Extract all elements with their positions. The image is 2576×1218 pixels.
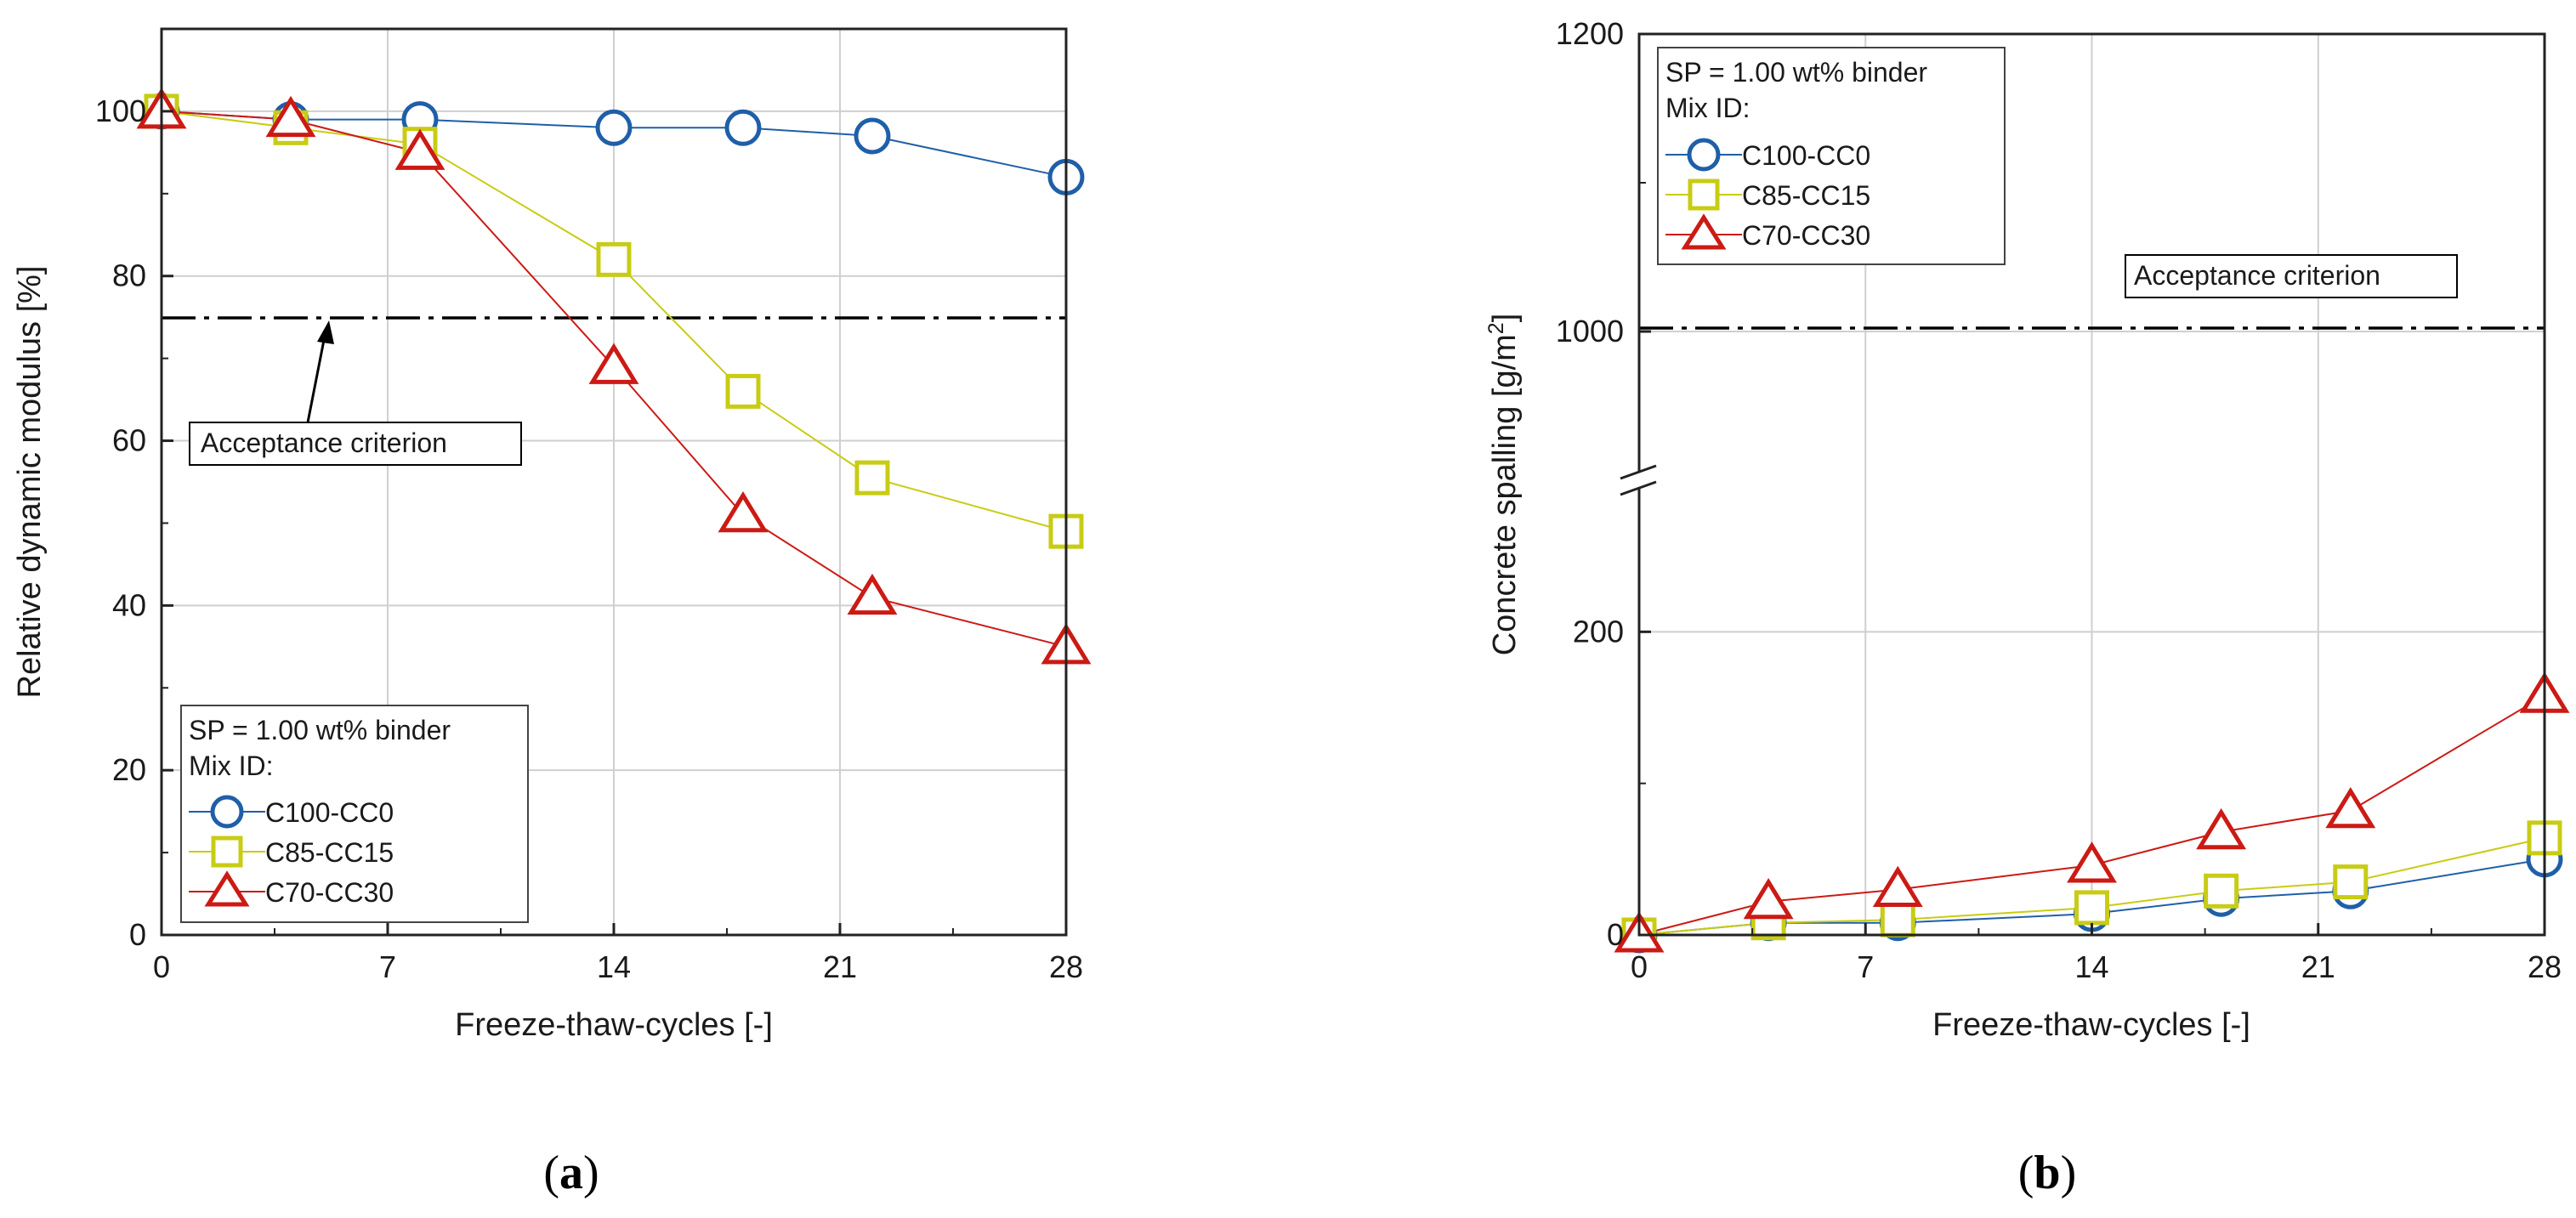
- chart-b-legend-label-1: C100-CC0: [1742, 140, 1870, 171]
- panel-label-a-letter: a: [559, 1147, 583, 1199]
- chart-a-legend-title: SP = 1.00 wt% binder: [189, 715, 451, 745]
- chart-b-legend-label-3: C70-CC30: [1742, 220, 1870, 251]
- chart-b-xtick-label: 21: [2301, 949, 2335, 984]
- chart-a-xtick-label: 7: [379, 949, 396, 984]
- chart-b-point-3-4: [2067, 841, 2117, 883]
- chart-b-point-2-3: [1880, 902, 1915, 938]
- chart-a-ytick-label: 40: [112, 587, 146, 622]
- chart-a-annotation-arrowhead: [317, 320, 334, 344]
- chart-b-ylabel-main: Concrete spalling [g/m: [1487, 334, 1523, 655]
- chart-b-point-2-5: [2204, 873, 2239, 909]
- chart-b: 0 7 14 21 28 0 200 1000 1200 Acceptance criterio…: [1484, 16, 2570, 1043]
- chart-a-xtick-label: 0: [153, 949, 170, 984]
- chart-b-axis-break-mark-1: [1620, 464, 1657, 480]
- chart-a-xtick-label: 21: [823, 949, 857, 984]
- chart-b-ticks: 0 7 14 21 28 0 200 1000 1200: [1556, 16, 2562, 984]
- chart-a-annotation-label: Acceptance criterion: [201, 428, 447, 458]
- chart-a-point-3-6: [847, 573, 898, 615]
- panel-label-b: (b): [2018, 1147, 2076, 1199]
- chart-b-xtick-label: 0: [1631, 949, 1648, 984]
- chart-b-ylabel-sup: 2: [1484, 322, 1508, 334]
- chart-b-legend: SP = 1.00 wt% binder Mix ID: C100-CC0 C8…: [1657, 47, 2006, 265]
- chart-a-legend-label-1: C100-CC0: [265, 797, 394, 828]
- chart-a-legend-marker-2: [211, 836, 243, 868]
- chart-a-xtick-label: 28: [1049, 949, 1083, 984]
- chart-a-ylabel: Relative dynamic modulus [%]: [12, 266, 48, 699]
- chart-b-ytick-label: 1000: [1556, 314, 1624, 348]
- chart-b-point-2-6: [2333, 864, 2369, 900]
- chart-b-ytick-label: 200: [1573, 614, 1624, 649]
- chart-b-xtick-label: 28: [2528, 949, 2562, 984]
- chart-a-point-3-2: [265, 95, 316, 138]
- chart-a-ytick-label: 80: [112, 258, 146, 293]
- chart-b-ylabel-suffix: ]: [1487, 314, 1523, 323]
- chart-b-xtick-label: 14: [2074, 949, 2108, 984]
- chart-b-xlabel: Freeze-thaw-cycles [-]: [1932, 1007, 2250, 1043]
- chart-b-point-3-3: [1872, 865, 1923, 907]
- chart-b-ylabel: Concrete spalling [g/m2]: [1484, 314, 1523, 656]
- chart-b-ytick-label: 1200: [1556, 16, 1624, 51]
- chart-a-point-3-5: [718, 490, 769, 533]
- chart-b-legend-label-2: C85-CC15: [1742, 180, 1870, 211]
- chart-a-legend-marker-1: [210, 795, 244, 829]
- chart-a-point-1-5: [724, 109, 762, 146]
- chart-b-legend-marker-1: [1687, 138, 1721, 172]
- chart-a-point-1-4: [595, 109, 633, 146]
- chart-b-ytick-label: 0: [1607, 917, 1624, 952]
- chart-a-ytick-label: 0: [129, 917, 146, 952]
- chart-b-legend-title: SP = 1.00 wt% binder: [1665, 57, 1927, 88]
- chart-b-point-3-5: [2196, 807, 2247, 850]
- chart-b-legend-subtitle: Mix ID:: [1665, 93, 1750, 123]
- chart-a-ytick-label: 60: [112, 423, 146, 458]
- chart-a-legend-label-2: C85-CC15: [265, 837, 394, 868]
- chart-b-axis-break-gap: [1629, 472, 1649, 489]
- chart-b-xtick-label: 7: [1857, 949, 1874, 984]
- chart-a-xlabel: Freeze-thaw-cycles [-]: [455, 1007, 773, 1043]
- chart-a-legend: SP = 1.00 wt% binder Mix ID: C100-CC0 C8…: [180, 705, 529, 923]
- chart-b-annotation-box: [2125, 254, 2458, 298]
- panel-label-a: (a): [543, 1147, 599, 1199]
- chart-b-annotation-label: Acceptance criterion: [2134, 260, 2380, 291]
- chart-b-point-3-6: [2325, 786, 2376, 829]
- chart-a-point-3-4: [588, 343, 639, 384]
- chart-a-annotation-box: [189, 422, 522, 466]
- chart-a-ticks: 0 7 14 21 28 0 20 40 60 80 100: [95, 93, 1083, 984]
- chart-a-point-3-3: [394, 128, 445, 170]
- chart-a-legend-marker-3: [204, 870, 250, 907]
- chart-a: 0 7 14 21 28 0 20 40 60 80 100 Acceptance criterio…: [12, 27, 1092, 1043]
- chart-b-legend-marker-3: [1681, 213, 1727, 250]
- chart-a-annotation-arrow: [306, 335, 326, 423]
- chart-a-ytick-label: 20: [112, 752, 146, 787]
- chart-a-legend-subtitle: Mix ID:: [189, 751, 274, 781]
- chart-b-point-2-4: [2074, 890, 2109, 926]
- chart-a-legend-label-3: C70-CC30: [265, 877, 394, 908]
- chart-a-point-1-6: [854, 117, 891, 155]
- panel-label-b-letter: b: [2034, 1147, 2060, 1199]
- chart-a-point-2-6: [854, 460, 890, 496]
- chart-a-ytick-label: 100: [95, 93, 146, 128]
- chart-a-point-2-5: [725, 373, 761, 409]
- chart-a-point-2-4: [596, 241, 632, 277]
- chart-b-axis-break-mark-2: [1620, 480, 1657, 496]
- chart-b-legend-marker-2: [1688, 178, 1720, 211]
- chart-a-xtick-label: 14: [597, 949, 631, 984]
- chart-b-point-3-2: [1743, 877, 1794, 920]
